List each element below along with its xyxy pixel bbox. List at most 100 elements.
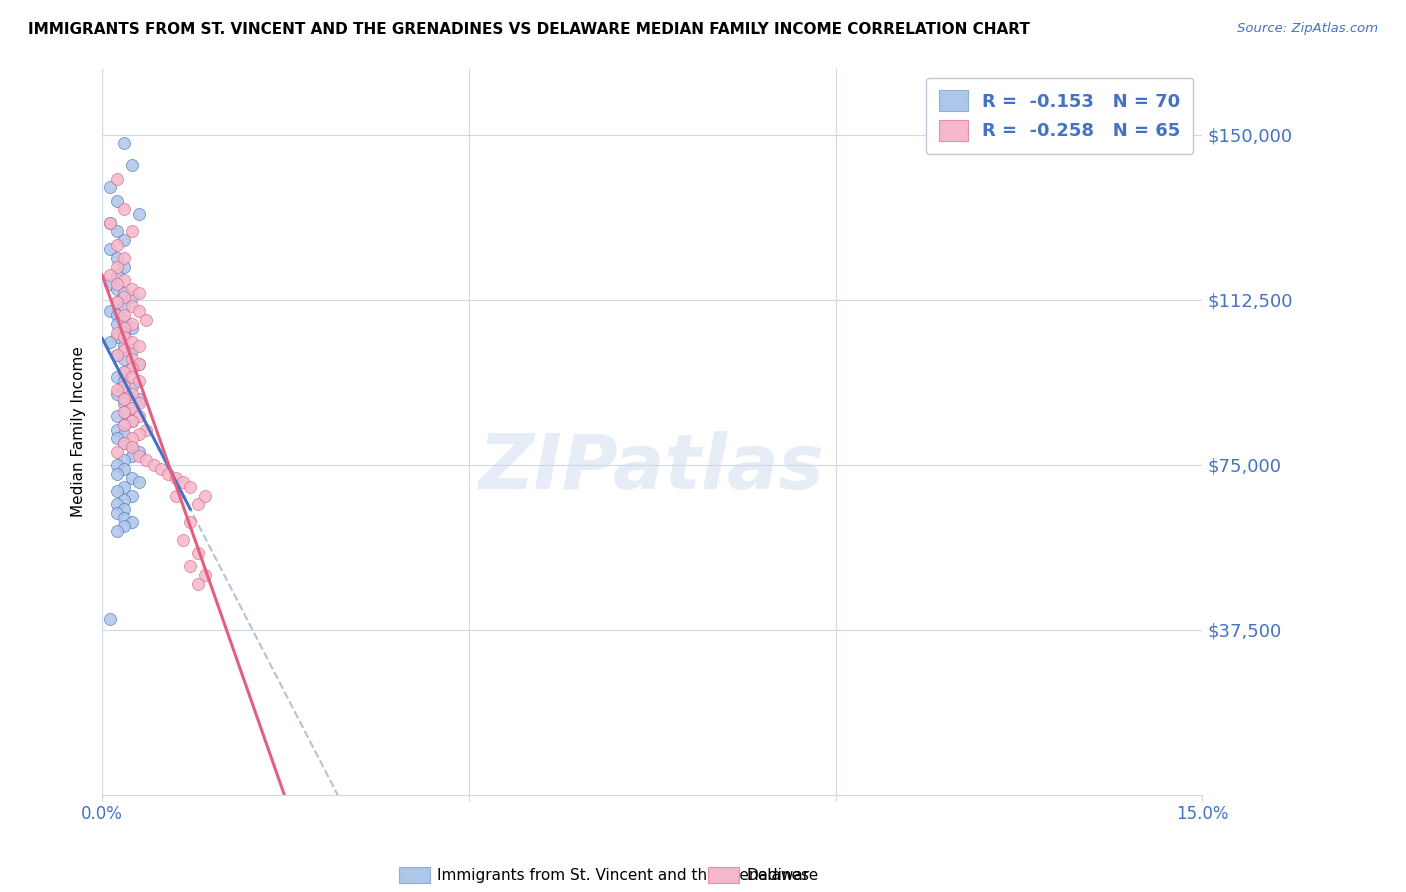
Point (128, 339, 150, 353)
Point (105, 260, 128, 274)
Point (121, 224, 143, 238)
Point (105, 387, 128, 401)
Point (105, 498, 128, 512)
Point (105, 524, 128, 538)
Point (105, 348, 128, 362)
Point (128, 475, 150, 490)
Point (105, 506, 128, 520)
Point (112, 493, 135, 508)
Point (105, 224, 128, 238)
Point (112, 396, 135, 410)
Legend: R =  -0.153   N = 70, R =  -0.258   N = 65: R = -0.153 N = 70, R = -0.258 N = 65 (927, 78, 1194, 153)
Point (121, 414, 143, 428)
Point (128, 207, 150, 221)
Point (112, 427, 135, 442)
Point (135, 312, 157, 326)
Text: Immigrants from St. Vincent and the Grenadines: Immigrants from St. Vincent and the Gren… (437, 868, 808, 882)
Text: Delaware: Delaware (747, 868, 818, 882)
Point (112, 418, 135, 433)
Point (112, 286, 135, 301)
Point (112, 312, 135, 326)
Point (112, 330, 135, 344)
Point (121, 291, 143, 305)
Point (121, 352, 143, 367)
Point (165, 471, 187, 485)
Point (105, 268, 128, 283)
Point (112, 308, 135, 322)
Point (112, 365, 135, 379)
Point (98, 216, 121, 230)
Point (121, 334, 143, 349)
Point (98, 180, 121, 194)
Point (112, 453, 135, 467)
Point (121, 401, 143, 415)
Point (112, 136, 135, 151)
Point (105, 484, 128, 499)
Point (121, 440, 143, 454)
Point (121, 414, 143, 428)
Point (105, 423, 128, 437)
Point (105, 369, 128, 384)
Point (105, 409, 128, 424)
Text: IMMIGRANTS FROM ST. VINCENT AND THE GRENADINES VS DELAWARE MEDIAN FAMILY INCOME : IMMIGRANTS FROM ST. VINCENT AND THE GREN… (28, 22, 1031, 37)
Point (98, 612, 121, 626)
Point (128, 392, 150, 406)
Point (121, 360, 143, 375)
Point (112, 383, 135, 397)
Text: ZIPatlas: ZIPatlas (479, 431, 825, 505)
Point (112, 418, 135, 433)
Point (121, 317, 143, 331)
Point (98, 334, 121, 349)
Point (187, 576, 209, 591)
Point (112, 501, 135, 516)
Point (112, 510, 135, 524)
Point (105, 294, 128, 309)
Point (105, 330, 128, 344)
Point (105, 458, 128, 472)
Point (112, 352, 135, 367)
Point (112, 435, 135, 450)
Point (112, 339, 135, 353)
Point (105, 317, 128, 331)
Point (128, 357, 150, 371)
Point (98, 277, 121, 292)
Point (112, 326, 135, 340)
Point (105, 383, 128, 397)
Point (105, 467, 128, 481)
Point (128, 357, 150, 371)
Point (187, 546, 209, 560)
Point (98, 303, 121, 318)
Point (121, 449, 143, 463)
Point (121, 431, 143, 445)
Point (128, 444, 150, 458)
Point (121, 282, 143, 296)
Point (98, 242, 121, 256)
Point (105, 171, 128, 186)
Point (112, 251, 135, 265)
Point (112, 299, 135, 313)
Point (112, 378, 135, 392)
Point (105, 431, 128, 445)
Point (105, 294, 128, 309)
Point (112, 291, 135, 305)
Point (121, 158, 143, 172)
Point (121, 471, 143, 485)
Point (128, 303, 150, 318)
Y-axis label: Median Family Income: Median Family Income (72, 346, 86, 517)
Point (194, 568, 217, 582)
Point (128, 427, 150, 442)
Point (142, 458, 165, 472)
Point (121, 369, 143, 384)
Point (121, 440, 143, 454)
Point (112, 343, 135, 358)
Point (179, 515, 201, 529)
Point (112, 260, 135, 274)
Point (112, 365, 135, 379)
Point (112, 273, 135, 287)
Point (121, 321, 143, 335)
Point (112, 392, 135, 406)
Point (135, 423, 157, 437)
Point (105, 282, 128, 296)
Point (128, 286, 150, 301)
Point (187, 498, 209, 512)
